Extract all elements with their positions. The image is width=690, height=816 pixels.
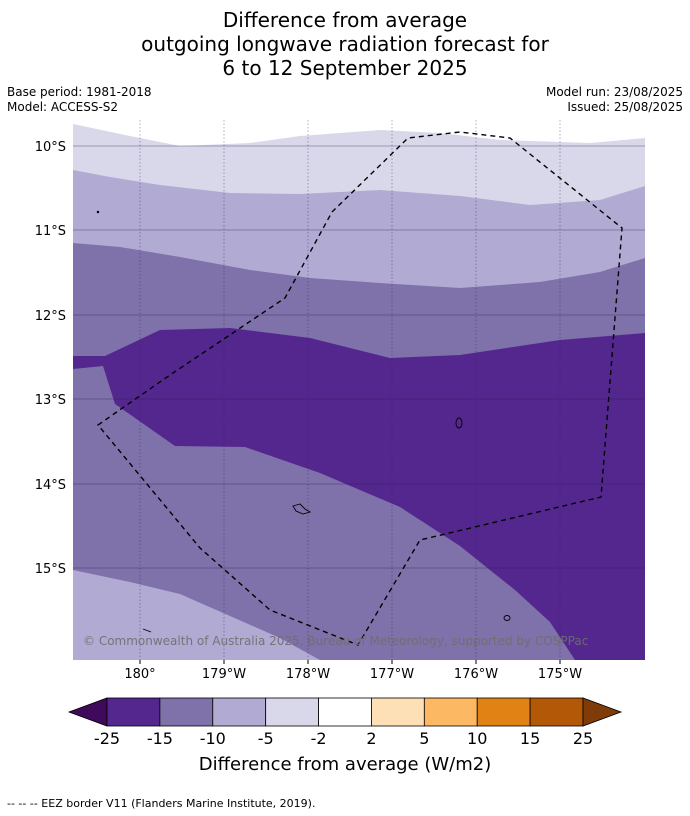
lat-label: 10°S — [35, 140, 66, 155]
meta-right: Model run: 23/08/2025 Issued: 25/08/2025 — [546, 85, 683, 115]
base-period: Base period: 1981-2018 — [7, 85, 152, 99]
colorbar-segment — [106, 697, 161, 727]
colorbar-extend-high — [582, 697, 623, 727]
meta-left: Base period: 1981-2018 Model: ACCESS-S2 — [7, 85, 152, 115]
lat-label: 15°S — [35, 562, 66, 577]
lon-labels: 180° 179°W 178°W 177°W 176°W 175°W — [124, 667, 582, 682]
colorbar-label: Difference from average (W/m2) — [199, 754, 491, 775]
colorbar-tick-label: 5 — [419, 729, 429, 748]
colorbar-tick-label: 10 — [467, 729, 487, 748]
lon-label: 179°W — [202, 667, 246, 682]
title-line-2: outgoing longwave radiation forecast for — [141, 32, 549, 56]
island-outline — [142, 628, 152, 633]
title-line-3: 6 to 12 September 2025 — [222, 56, 468, 80]
lat-label: 12°S — [35, 309, 66, 324]
lon-label: 178°W — [286, 667, 330, 682]
lon-ticks — [139, 660, 561, 664]
model-name: Model: ACCESS-S2 — [7, 100, 119, 114]
colorbar-segment — [318, 697, 372, 727]
colorbar-segment — [529, 697, 584, 727]
lon-label: 176°W — [454, 667, 498, 682]
title-line-1: Difference from average — [222, 8, 468, 32]
band-minus-10-to-15-south — [73, 366, 575, 660]
colorbar-tick-label: 25 — [573, 729, 593, 748]
lat-label: 14°S — [35, 478, 66, 493]
eez-source-note: -- -- -- EEZ border V11 (Flanders Marine… — [7, 797, 316, 810]
colorbar-tick-label: -10 — [200, 729, 226, 748]
colorbar-tick-label: -2 — [311, 729, 327, 748]
graticule — [73, 120, 645, 660]
colorbar-tick-label: -15 — [147, 729, 173, 748]
colorbar-ticks: -25 -15 -10 -5 -2 2 5 10 15 25 — [94, 729, 593, 748]
lon-label: 180° — [124, 667, 155, 682]
colorbar-segment — [423, 697, 478, 727]
band-near-zero — [73, 120, 645, 146]
colorbar-segment — [212, 697, 267, 727]
lat-labels: 10°S 11°S 12°S 13°S 14°S 15°S — [35, 140, 66, 577]
colorbar-tick-label: 2 — [366, 729, 376, 748]
island-outline — [292, 503, 312, 515]
band-minus-5-to-10-south — [73, 570, 320, 660]
colorbar-tick-label: -25 — [94, 729, 120, 748]
lon-label: 177°W — [370, 667, 414, 682]
colorbar-segment — [371, 697, 425, 727]
colorbar-segment — [476, 697, 531, 727]
colorbar-segment — [159, 697, 214, 727]
chart-title: Difference from average outgoing longwav… — [0, 8, 690, 80]
island-outline — [455, 417, 463, 429]
anomaly-field — [73, 120, 645, 660]
lat-label: 11°S — [35, 224, 66, 239]
copyright-notice: © Commonwealth of Australia 2025, Bureau… — [83, 634, 588, 648]
colorbar-tick-label: 15 — [520, 729, 540, 748]
colorbar-tick-label: -5 — [258, 729, 274, 748]
eez-border — [96, 131, 623, 646]
lon-label: 175°W — [538, 667, 582, 682]
model-run: Model run: 23/08/2025 — [545, 85, 683, 99]
islands — [96, 210, 511, 633]
issued-date: Issued: 25/08/2025 — [567, 100, 683, 114]
colorbar-extend-low — [67, 697, 108, 727]
lat-label: 13°S — [35, 393, 66, 408]
island-outline — [96, 210, 100, 214]
colorbar-segment — [265, 697, 319, 727]
island-outline — [503, 615, 511, 621]
colorbar — [67, 697, 623, 727]
